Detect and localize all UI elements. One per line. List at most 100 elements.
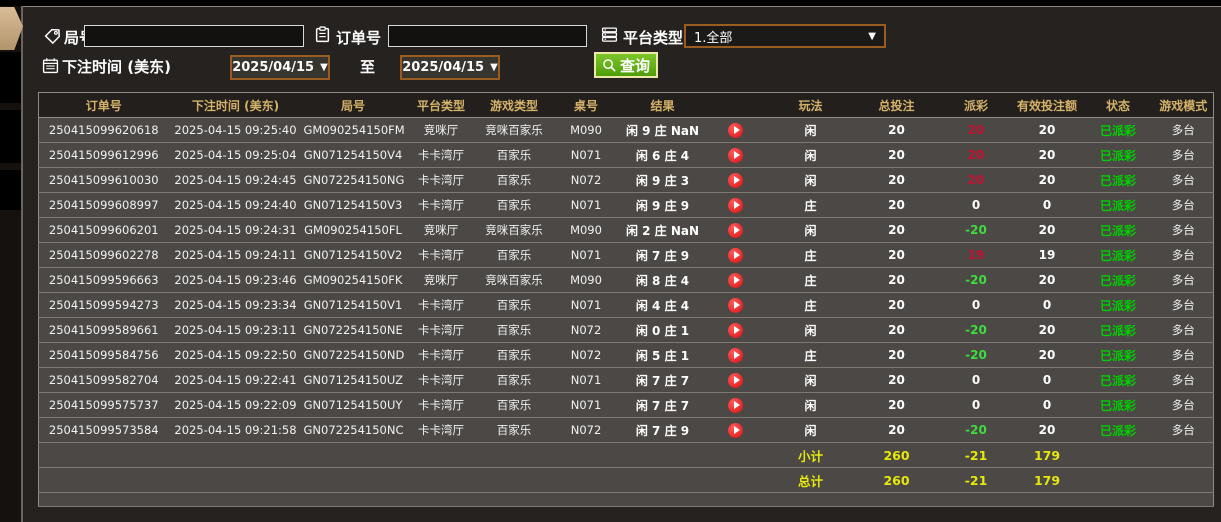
table-row: 250415099575737 2025-04-15 09:22:09 GN0712… [38,392,1214,418]
play-video-icon[interactable] [728,197,743,213]
cell-mode: 多台 [1153,392,1214,418]
cell-result: 闲 8 庄 4 [622,267,703,293]
platform-stack-icon [601,26,618,43]
play-video-icon[interactable] [728,222,743,238]
cell-valid: 20 [1011,342,1083,368]
subtotal-payout: -21 [940,442,1012,468]
table-row: 250415099582704 2025-04-15 09:22:41 GN0712… [38,367,1214,393]
cell-valid: 20 [1011,142,1083,168]
play-video-icon[interactable] [728,297,743,313]
cell-table_no: N071 [549,242,623,268]
cell-platform: 竞咪厅 [403,117,479,143]
table-body: 250415099620618 2025-04-15 09:25:40 GM0902… [38,117,1214,443]
empty-cell [1153,467,1214,493]
cell-time: 2025-04-15 09:23:34 [168,292,303,318]
cell-play: 庄 [768,192,853,218]
cell-table_no: N071 [549,192,623,218]
column-header: 结果 [622,92,703,118]
cell-valid: 0 [1011,192,1083,218]
play-video-icon[interactable] [728,172,743,188]
column-header: 下注时间 (美东) [168,92,303,118]
cell-table_no: N072 [549,417,623,443]
cell-video [702,292,769,318]
cell-order: 250415099612996 [38,142,169,168]
cell-status: 已派彩 [1082,242,1154,268]
cell-total: 20 [852,392,941,418]
search-button[interactable]: 查询 [594,52,658,78]
play-video-icon[interactable] [728,147,743,163]
play-video-icon[interactable] [728,422,743,438]
cell-total: 20 [852,142,941,168]
column-header: 派彩 [940,92,1012,118]
cell-result: 闲 6 庄 4 [622,142,703,168]
cell-play: 庄 [768,242,853,268]
cell-mode: 多台 [1153,317,1214,343]
cell-play: 闲 [768,317,853,343]
column-header: 游戏模式 [1153,92,1214,118]
date-from-select[interactable]: 2025/04/15 ▼ [230,55,330,80]
cell-video [702,367,769,393]
cell-table_no: M090 [549,117,623,143]
column-header: 游戏类型 [478,92,550,118]
play-video-icon[interactable] [728,272,743,288]
cell-status: 已派彩 [1082,267,1154,293]
column-header: 桌号 [549,92,623,118]
cell-game: 百家乐 [478,292,550,318]
empty-cell [38,492,1214,507]
cell-valid: 0 [1011,392,1083,418]
cell-mode: 多台 [1153,242,1214,268]
cell-video [702,167,769,193]
cell-video [702,267,769,293]
cell-table_no: M090 [549,217,623,243]
cell-result: 闲 5 庄 1 [622,342,703,368]
play-video-icon[interactable] [728,122,743,138]
cell-time: 2025-04-15 09:24:11 [168,242,303,268]
empty-cell [1082,467,1154,493]
platform-type-select[interactable]: 1.全部 ▼ [684,24,886,48]
play-video-icon[interactable] [728,322,743,338]
cell-time: 2025-04-15 09:22:09 [168,392,303,418]
cell-order: 250415099575737 [38,392,169,418]
cell-order: 250415099608997 [38,192,169,218]
cell-game: 百家乐 [478,242,550,268]
cell-payout: -20 [940,342,1012,368]
cell-payout: 19 [940,242,1012,268]
cell-platform: 竞咪厅 [403,217,479,243]
cell-total: 20 [852,217,941,243]
cell-play: 闲 [768,392,853,418]
cell-total: 20 [852,117,941,143]
clipboard-icon [314,26,331,43]
order-number-input[interactable] [388,25,587,47]
cell-total: 20 [852,317,941,343]
play-video-icon[interactable] [728,397,743,413]
play-video-icon[interactable] [728,247,743,263]
cell-mode: 多台 [1153,267,1214,293]
results-table: 订单号 下注时间 (美东) 局号 平台类型 游戏类型 桌号 结果 玩法 总投注 派彩 有效投注额 状态… [38,92,1214,507]
cell-time: 2025-04-15 09:25:04 [168,142,303,168]
cell-time: 2025-04-15 09:22:41 [168,367,303,393]
cell-status: 已派彩 [1082,392,1154,418]
cell-status: 已派彩 [1082,192,1154,218]
grand-total-label: 总计 [768,467,853,493]
round-number-input[interactable] [84,25,304,47]
play-video-icon[interactable] [728,372,743,388]
drawer-handle-tab[interactable] [0,7,23,50]
cell-status: 已派彩 [1082,292,1154,318]
chevron-down-icon: ▼ [320,62,328,73]
grand-total-row: 总计 260 -21 179 [38,467,1214,493]
cell-platform: 竞咪厅 [403,267,479,293]
cell-video [702,217,769,243]
cell-play: 庄 [768,267,853,293]
cell-time: 2025-04-15 09:23:46 [168,267,303,293]
cell-status: 已派彩 [1082,142,1154,168]
date-to-select[interactable]: 2025/04/15 ▼ [400,55,500,80]
cell-round: GM090254150FM [302,117,404,143]
subtotal-valid-bet: 179 [1011,442,1083,468]
play-video-icon[interactable] [728,347,743,363]
search-button-label: 查询 [619,56,650,75]
chevron-down-icon: ▼ [868,30,876,42]
table-row: 250415099612996 2025-04-15 09:25:04 GN0712… [38,142,1214,168]
cell-status: 已派彩 [1082,367,1154,393]
order-number-label: 订单号 [336,29,382,47]
cell-valid: 20 [1011,267,1083,293]
